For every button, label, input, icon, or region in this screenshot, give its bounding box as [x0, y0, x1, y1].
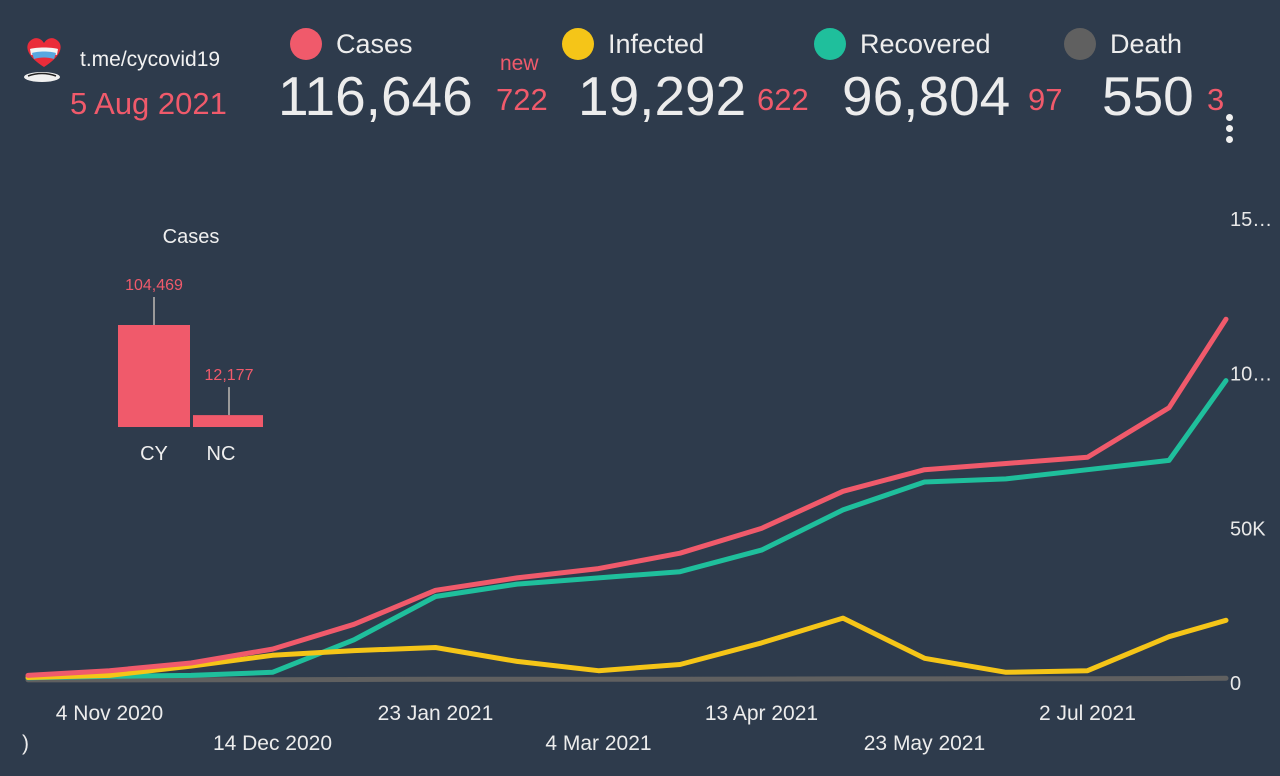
bar-chart-title: Cases — [163, 226, 220, 248]
cases-total: 116,646 — [278, 65, 473, 127]
more-vertical-icon[interactable] — [1226, 114, 1236, 147]
x-tick-label: 13 Apr 2021 — [705, 702, 818, 725]
death-new: 3 — [1207, 82, 1225, 117]
legend-label: Cases — [336, 28, 413, 59]
bar-cy — [118, 325, 190, 427]
x-tick-label-cut: ) — [22, 732, 29, 755]
bar-value-label: 104,469 — [125, 277, 183, 294]
y-tick-label: 10… — [1230, 364, 1272, 386]
series-line-death — [25, 675, 1229, 683]
death-dot-icon — [1064, 28, 1096, 60]
recovered-total: 96,804 — [842, 65, 1011, 127]
y-tick-label: 50K — [1230, 518, 1266, 540]
recovered-dot-icon — [814, 28, 846, 60]
cases-dot-icon — [290, 28, 322, 60]
x-tick-label: 23 Jan 2021 — [378, 702, 494, 725]
bar-category-label: NC — [207, 443, 236, 465]
death-total: 550 — [1102, 65, 1194, 127]
x-tick-label: 14 Dec 2020 — [213, 732, 332, 755]
channel-link[interactable]: t.me/cycovid19 — [80, 48, 221, 71]
x-tick-label: 23 May 2021 — [864, 732, 985, 755]
x-tick-label: 4 Nov 2020 — [56, 702, 163, 725]
infected-new: 622 — [757, 82, 809, 117]
y-tick-label: 0 — [1230, 673, 1241, 695]
x-tick-label: 4 Mar 2021 — [545, 732, 651, 755]
bar-value-label: 12,177 — [205, 367, 254, 384]
legend-cases[interactable]: Cases — [290, 28, 413, 60]
report-date: 5 Aug 2021 — [70, 86, 227, 121]
bar-category-label: CY — [140, 443, 168, 465]
legend-label: Recovered — [860, 28, 991, 59]
legend-recovered[interactable]: Recovered — [814, 28, 991, 60]
legend-death[interactable]: Death — [1064, 28, 1182, 60]
legend-infected[interactable]: Infected — [562, 28, 704, 60]
series-line-cases — [25, 316, 1229, 678]
cases-new: 722 — [496, 82, 548, 117]
infected-total: 19,292 — [578, 65, 747, 127]
legend-label: Death — [1110, 28, 1183, 59]
new-label: new — [500, 52, 539, 75]
x-tick-label: 2 Jul 2021 — [1039, 702, 1136, 725]
recovered-new: 97 — [1028, 82, 1063, 117]
legend-label: Infected — [608, 28, 705, 59]
series-line-infected — [25, 615, 1229, 680]
bar-nc — [193, 415, 263, 427]
cyprus-heart-logo-icon — [22, 33, 66, 85]
infected-dot-icon — [562, 28, 594, 60]
series-line-recovered — [25, 378, 1229, 681]
y-tick-label: 15… — [1230, 209, 1272, 231]
